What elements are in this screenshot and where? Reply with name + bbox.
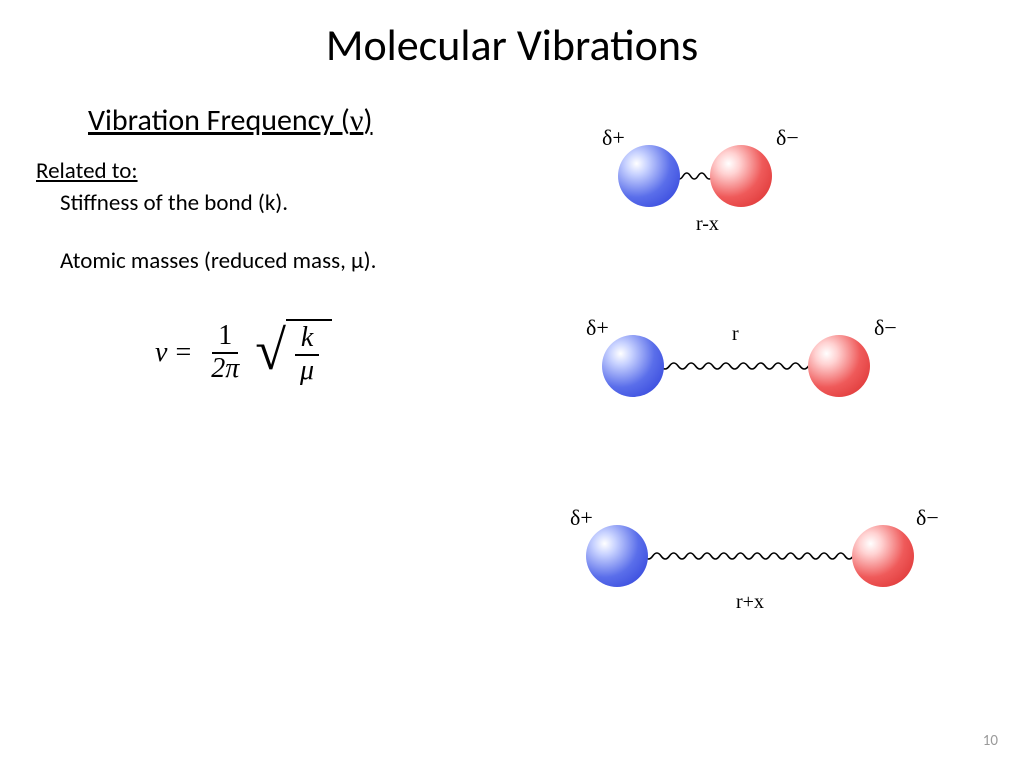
slide-title: Molecular Vibrations <box>0 0 1024 72</box>
page-number: 10 <box>983 732 998 750</box>
molecule-row: δ+ δ− r+x <box>540 505 1000 615</box>
atom-red <box>808 335 870 397</box>
subtitle-nu-symbol: ν <box>350 104 364 137</box>
formula-frac-den: 2π <box>205 354 245 385</box>
subtitle-prefix: Vibration Frequency ( <box>88 102 350 139</box>
formula-sqrt: √ k μ <box>255 319 332 387</box>
subtitle-suffix: ) <box>363 102 372 139</box>
molecule-diagram-area: δ+ δ− r-x δ+ δ− r δ+ δ− r+x <box>540 125 1000 685</box>
formula-equals: = <box>175 337 191 369</box>
formula-rad-den: μ <box>294 356 320 387</box>
atom-blue <box>602 335 664 397</box>
charge-negative: δ− <box>874 315 897 341</box>
distance-label: r-x <box>696 213 719 236</box>
distance-label: r+x <box>736 591 764 614</box>
distance-label: r <box>732 323 739 346</box>
formula-frac-num: 1 <box>212 321 238 354</box>
atom-blue <box>618 145 680 207</box>
spring-icon <box>652 356 826 376</box>
frequency-formula: ν = 1 2π √ k μ <box>155 319 332 387</box>
formula-fraction-kmu: k μ <box>294 323 320 387</box>
charge-positive: δ+ <box>586 315 609 341</box>
formula-fraction-2pi: 1 2π <box>205 321 245 385</box>
charge-negative: δ− <box>916 505 939 531</box>
molecule-row: δ+ δ− r <box>540 315 1000 425</box>
formula-rad-num: k <box>295 323 319 356</box>
atom-red <box>710 145 772 207</box>
spring-icon <box>636 546 870 566</box>
radical-icon: √ <box>255 323 286 391</box>
charge-negative: δ− <box>776 125 799 151</box>
atom-red <box>852 525 914 587</box>
charge-positive: δ+ <box>602 125 625 151</box>
charge-positive: δ+ <box>570 505 593 531</box>
formula-lhs: ν <box>155 337 167 369</box>
atom-blue <box>586 525 648 587</box>
molecule-row: δ+ δ− r-x <box>540 125 1000 235</box>
